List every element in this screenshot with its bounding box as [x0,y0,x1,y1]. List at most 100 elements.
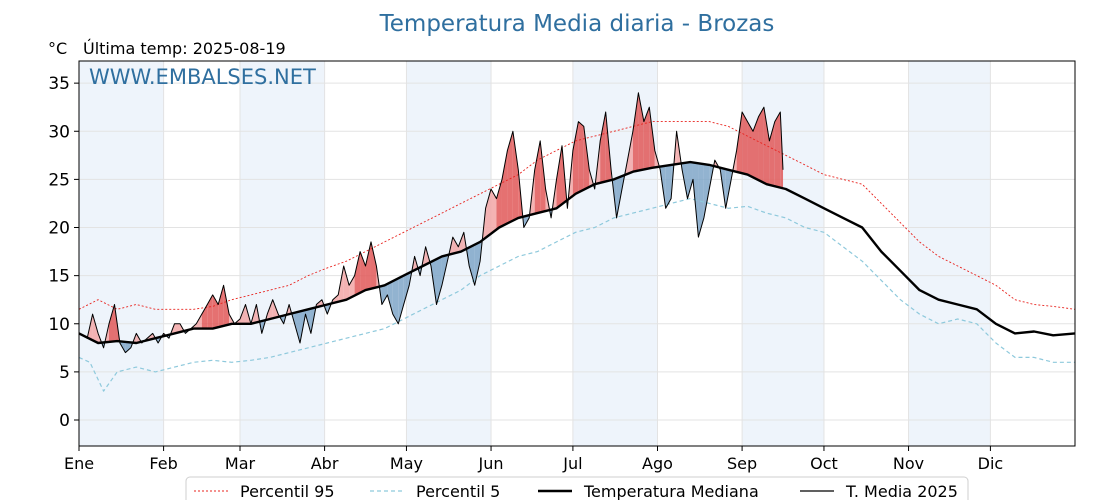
y-tick-label: 5 [59,363,70,383]
fill-below-median [665,164,672,209]
series-lines [78,92,1076,392]
fill-above-median [218,285,224,328]
fill-above-median [736,112,743,174]
fill-below-median [687,162,693,199]
x-tick-label: Nov [893,454,924,473]
y-tick-label: 30 [48,122,70,142]
fill-above-median [92,314,99,344]
fill-above-median [196,314,202,329]
fill-below-median [474,241,481,286]
fill-above-median [485,189,492,238]
fill-above-median [174,323,180,334]
series-line-p95 [78,121,1076,310]
x-tick-label: Oct [810,454,838,473]
month-bands [79,61,991,446]
fill-below-median [447,254,449,262]
fill-above-median [343,266,350,301]
legend-label-p95: Percentil 95 [240,482,335,500]
fill-below-median [616,176,623,218]
x-tick-label: Ago [642,454,673,473]
legend-label-median: Temperatura Mediana [583,482,759,500]
x-tick-label: Sep [727,454,757,473]
fill-above-median [360,251,366,293]
fill-below-median [381,283,388,305]
fill-below-median [436,256,442,305]
month-band-ene [79,61,164,446]
fill-below-median [392,278,399,324]
fill-above-median [501,150,508,227]
fill-above-median [540,140,546,213]
x-tick-label: May [390,454,423,473]
fill-above-median [354,251,361,296]
fill-above-median [632,92,639,172]
x-tick-label: Mar [225,454,256,473]
x-tick-label: Dic [978,454,1004,473]
fill-above-median [753,116,759,181]
fill-above-median [758,107,764,183]
legend-label-p5: Percentil 5 [416,482,500,500]
fill-below-median [403,272,410,305]
fill-above-median [747,121,754,178]
fill-below-median [398,275,404,324]
legend-box [185,476,969,500]
fill-above-median [583,126,590,190]
fill-above-median [267,299,273,320]
fill-above-median [534,140,541,214]
watermark: WWW.EMBALSES.NET [89,65,316,89]
month-band-mar [239,61,325,446]
y-tick-label: 20 [48,219,70,239]
fill-below-median [469,244,475,286]
fill-above-median [638,92,644,171]
fill-below-median [125,341,131,353]
fill-above-median [600,112,606,183]
month-band-sep [742,61,824,446]
series-line-median [78,160,1076,345]
fill-above-median [496,179,502,230]
fill-below-median [703,164,710,218]
y-tick-label: 15 [48,267,70,287]
fill-below-median [387,281,393,315]
fill-above-median [109,304,115,342]
month-band-nov [908,61,991,446]
fill-below-median [698,163,704,238]
fill-above-median [370,241,377,289]
fill-above-median [774,112,781,188]
fill-above-median [491,189,497,234]
y-tick-label: 25 [48,170,70,190]
x-tick-label: Feb [149,454,177,473]
fill-above-median [212,294,219,329]
fill-above-median [627,131,633,174]
series-line-year [78,92,784,354]
x-tick-label: Jun [478,454,504,473]
fill-above-median [365,241,371,291]
fill-above-median [349,275,355,299]
fill-above-median [452,237,459,254]
fill-above-median [223,285,230,326]
fill-above-median [201,304,208,329]
x-tick-label: Abr [311,454,339,473]
fill-above-median [742,112,748,175]
plot-frame [78,60,1076,447]
fill-above-median [649,107,655,169]
legend: Percentil 95 Percentil 5 Temperatura Media… [185,476,969,500]
fill-above-median [512,131,519,221]
legend-label-year: T. Media 2025 [845,482,958,500]
unit-label: °C [48,39,67,58]
fill-above-median [578,121,584,193]
fill-below-median [294,311,301,344]
fill-above-median [507,131,513,224]
fill-above-median [556,145,562,209]
fill-above-median [643,107,650,170]
last-temp-label: Última temp: 2025-08-19 [83,39,286,58]
x-axis-ticks: Ene Feb Mar Abr May Jun Jul Ago Sep Oct Nov Dic [64,446,1003,473]
y-tick-label: 0 [59,411,70,431]
fill-above-median [763,107,770,185]
y-tick-label: 35 [48,74,70,94]
y-tick-label: 10 [48,315,70,335]
fill-above-median [207,294,213,329]
y-axis-ticks: 0 5 10 15 20 25 30 35 [48,74,79,431]
x-tick-label: Jul [562,454,582,473]
chart-title: Temperatura Media diaria - Brozas [379,11,775,37]
x-tick-label: Ene [64,454,94,473]
